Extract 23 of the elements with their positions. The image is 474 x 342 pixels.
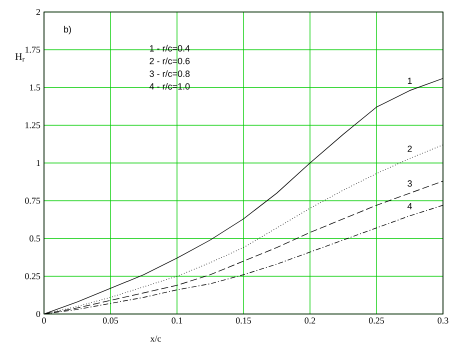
x-tick-label: 0.15 <box>236 318 252 324</box>
x-axis-title: x/c <box>150 336 161 342</box>
y-tick-label: 1.5 <box>30 84 40 91</box>
annotation: b) <box>64 26 71 34</box>
y-tick-label: 1.25 <box>26 122 40 128</box>
series-label: 2 <box>408 146 412 152</box>
y-tick-label: 2 <box>36 9 40 15</box>
x-tick-label: 0.25 <box>368 318 384 324</box>
y-tick-label: 0.25 <box>25 273 40 280</box>
y-tick-label: 0.75 <box>25 198 40 204</box>
x-tick-label: 0.3 <box>438 318 448 324</box>
y-tick-label: 1.75 <box>26 46 40 53</box>
series-label: 3 <box>408 180 412 187</box>
x-tick-label: 0 <box>42 318 46 324</box>
x-tick-label: 0.1 <box>172 318 182 324</box>
x-tick-label: 0.05 <box>102 318 118 324</box>
y-tick-label: 0 <box>36 310 40 318</box>
y-tick-label: 0.5 <box>30 235 40 242</box>
y-tick-label: 1 <box>36 160 40 166</box>
y-axis-title: H$_{r}$ <box>15 53 25 62</box>
series-label: 4 <box>407 203 412 210</box>
x-tick-label: 0.2 <box>304 318 316 324</box>
series-label: 1 <box>408 78 412 84</box>
